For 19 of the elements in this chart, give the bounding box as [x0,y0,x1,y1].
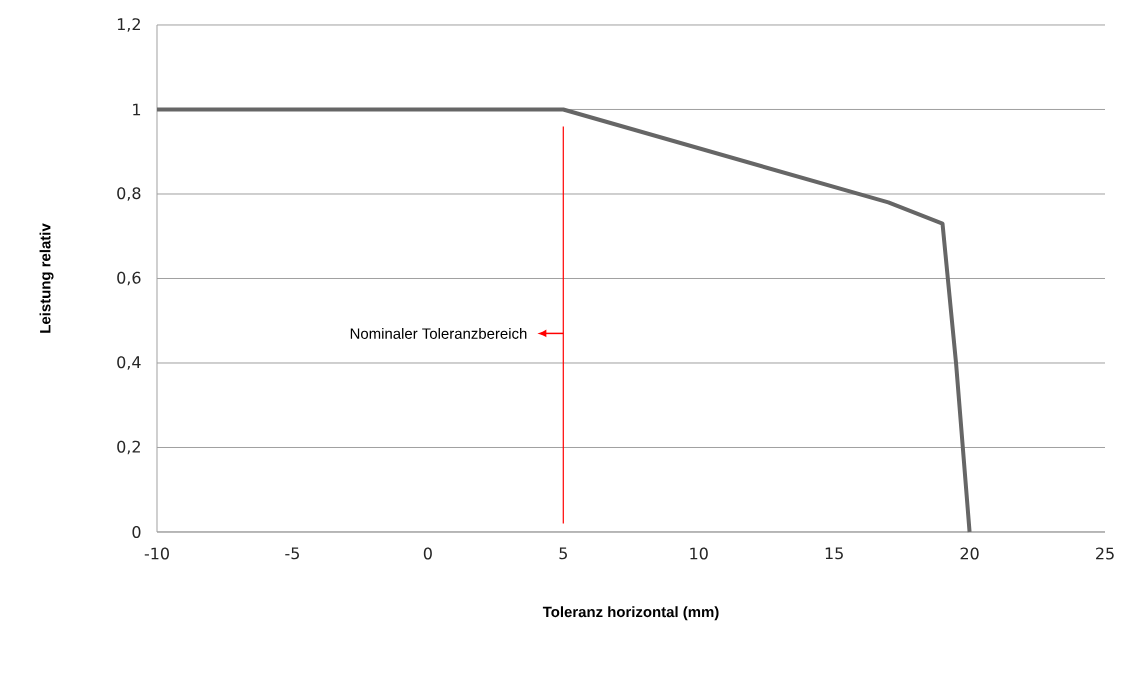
x-tick-label: 15 [825,547,843,560]
x-axis-title: Toleranz horizontal (mm) [542,606,719,621]
x-tick-label: -10 [144,547,169,560]
y-tick-label: 0,8 [117,187,141,201]
y-tick-label: 0 [132,525,141,539]
line-series [155,107,972,534]
x-tick-label: 0 [423,547,432,560]
y-tick-label: 1,2 [117,18,140,32]
x-tick-label: 10 [690,547,708,560]
y-tick-label: 1 [133,103,141,116]
y-tick-label: 0,2 [117,440,140,455]
y-tick-label: 0,4 [117,356,141,370]
x-tick-label: 5 [559,547,567,560]
x-tick-label: -5 [285,547,299,560]
ref-line-label: Nominaler Toleranzbereich [350,327,527,339]
x-tick-label: 25 [1096,547,1114,560]
y-axis-title: Leistung relativ [39,223,54,333]
y-tick-label: 0,6 [117,271,141,286]
x-tick-label: 20 [960,547,979,560]
